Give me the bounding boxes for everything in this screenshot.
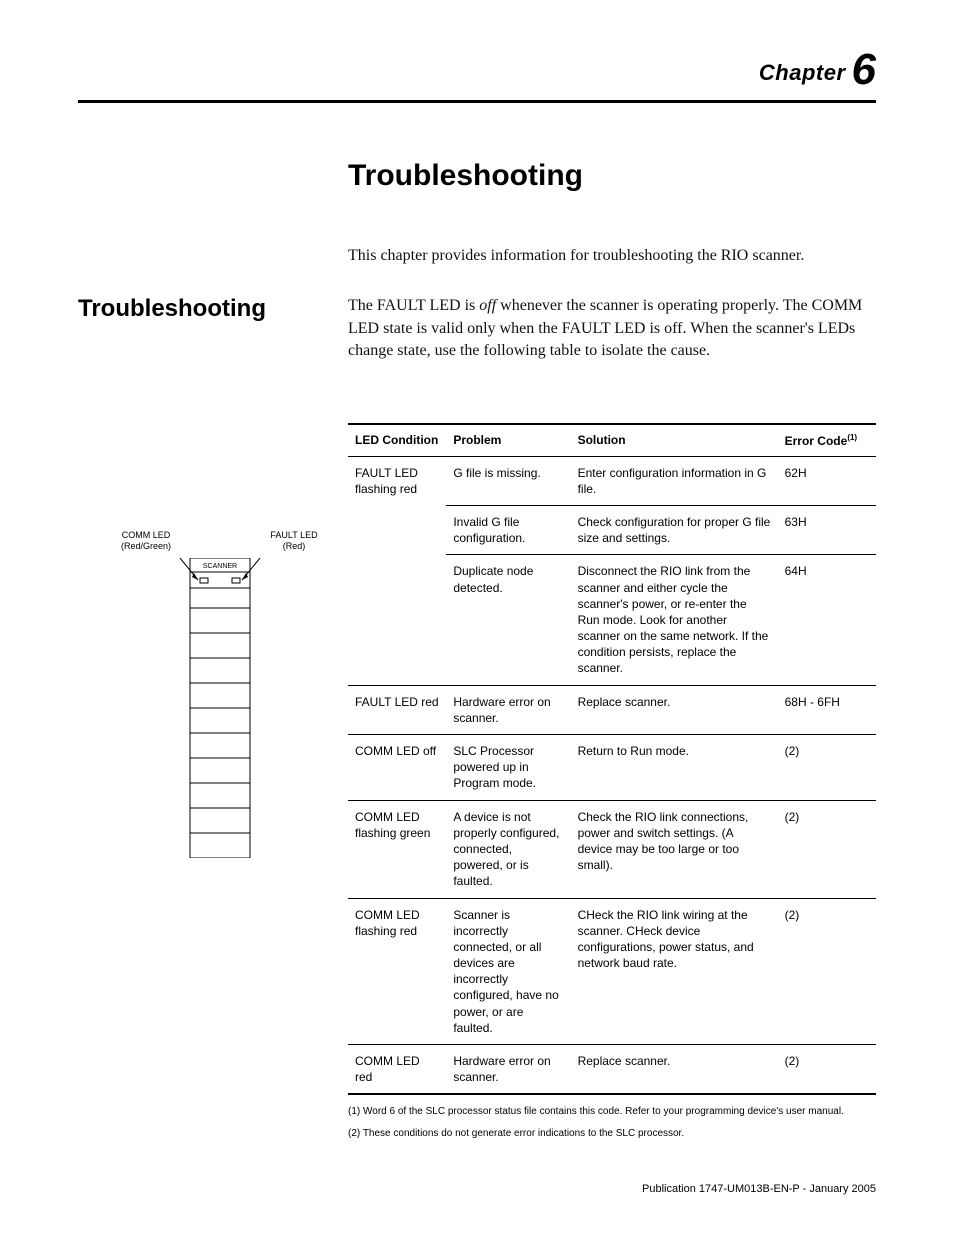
cell-led: FAULT LED red bbox=[348, 685, 446, 734]
cell-problem: SLC Processor powered up in Program mode… bbox=[446, 735, 570, 801]
scanner-svg: SCANNER bbox=[150, 558, 290, 858]
cell-problem: Duplicate node detected. bbox=[446, 555, 570, 685]
table-row: COMM LED red Hardware error on scanner. … bbox=[348, 1045, 876, 1095]
cell-led: COMM LED flashing red bbox=[348, 898, 446, 1045]
cell-problem: A device is not properly configured, con… bbox=[446, 800, 570, 898]
th-solution: Solution bbox=[571, 424, 778, 457]
scanner-text: SCANNER bbox=[203, 563, 237, 570]
page-title: Troubleshooting bbox=[348, 159, 876, 193]
publication-line: Publication 1747-UM013B-EN-P - January 2… bbox=[642, 1183, 876, 1195]
table-header-row: LED Condition Problem Solution Error Cod… bbox=[348, 424, 876, 457]
intro-paragraph: This chapter provides information for tr… bbox=[348, 245, 876, 267]
cell-solution: CHeck the RIO link wiring at the scanner… bbox=[571, 898, 778, 1045]
body-paragraph: The FAULT LED is off whenever the scanne… bbox=[348, 295, 876, 362]
table-row: FAULT LED flashing red G file is missing… bbox=[348, 456, 876, 505]
cell-solution: Disconnect the RIO link from the scanner… bbox=[571, 555, 778, 685]
header-rule bbox=[78, 100, 876, 103]
cell-solution: Enter configuration information in G fil… bbox=[571, 456, 778, 505]
cell-led: COMM LED flashing green bbox=[348, 800, 446, 898]
cell-code: (2) bbox=[778, 800, 876, 898]
cell-solution: Check configuration for proper G file si… bbox=[571, 505, 778, 554]
th-led: LED Condition bbox=[348, 424, 446, 457]
cell-solution: Return to Run mode. bbox=[571, 735, 778, 801]
footnotes: (1) Word 6 of the SLC processor status f… bbox=[348, 1105, 876, 1141]
cell-code: (2) bbox=[778, 1045, 876, 1095]
side-heading: Troubleshooting bbox=[78, 295, 348, 323]
cell-code: 68H - 6FH bbox=[778, 685, 876, 734]
fault-led-label: FAULT LED (Red) bbox=[254, 530, 334, 552]
cell-solution: Replace scanner. bbox=[571, 1045, 778, 1095]
cell-led: COMM LED off bbox=[348, 735, 446, 801]
cell-code: 63H bbox=[778, 505, 876, 554]
chapter-header: Chapter6 bbox=[78, 48, 876, 92]
cell-solution: Check the RIO link connections, power an… bbox=[571, 800, 778, 898]
th-problem: Problem bbox=[446, 424, 570, 457]
body-text-em: off bbox=[479, 297, 496, 314]
chapter-number: 6 bbox=[852, 45, 876, 94]
scanner-diagram: COMM LED (Red/Green) FAULT LED (Red) SCA… bbox=[100, 530, 340, 858]
cell-code: (2) bbox=[778, 735, 876, 801]
cell-solution: Replace scanner. bbox=[571, 685, 778, 734]
cell-code: (2) bbox=[778, 898, 876, 1045]
table-row: FAULT LED red Hardware error on scanner.… bbox=[348, 685, 876, 734]
cell-problem: Hardware error on scanner. bbox=[446, 1045, 570, 1095]
troubleshooting-table: LED Condition Problem Solution Error Cod… bbox=[348, 423, 876, 1096]
cell-code: 64H bbox=[778, 555, 876, 685]
table-row: COMM LED flashing green A device is not … bbox=[348, 800, 876, 898]
body-text-pre: The FAULT LED is bbox=[348, 297, 479, 314]
footnote-1: (1) Word 6 of the SLC processor status f… bbox=[348, 1105, 876, 1119]
table-row: COMM LED flashing red Scanner is incorre… bbox=[348, 898, 876, 1045]
chapter-label: Chapter bbox=[759, 60, 846, 85]
footnote-2: (2) These conditions do not generate err… bbox=[348, 1127, 876, 1141]
comm-led-label: COMM LED (Red/Green) bbox=[106, 530, 186, 552]
table-row: COMM LED off SLC Processor powered up in… bbox=[348, 735, 876, 801]
cell-problem: G file is missing. bbox=[446, 456, 570, 505]
cell-problem: Scanner is incorrectly connected, or all… bbox=[446, 898, 570, 1045]
cell-problem: Hardware error on scanner. bbox=[446, 685, 570, 734]
cell-led: COMM LED red bbox=[348, 1045, 446, 1095]
cell-code: 62H bbox=[778, 456, 876, 505]
cell-problem: Invalid G file configuration. bbox=[446, 505, 570, 554]
cell-led: FAULT LED flashing red bbox=[348, 456, 446, 685]
th-code: Error Code(1) bbox=[778, 424, 876, 457]
